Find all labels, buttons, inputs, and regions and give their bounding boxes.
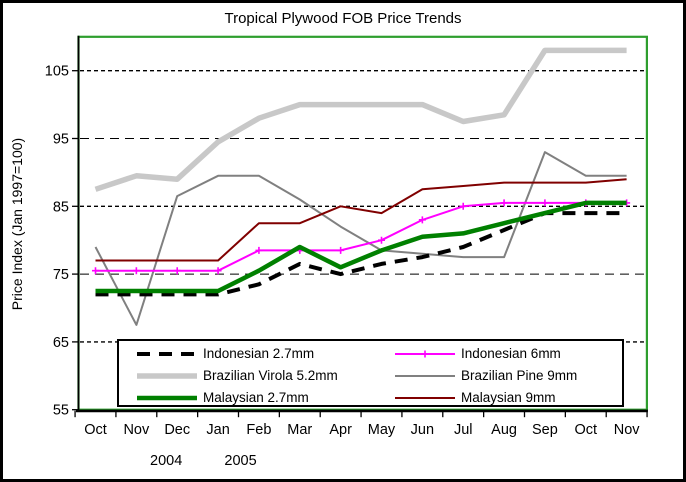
series-marker-indonesian-6mm-6 xyxy=(337,246,345,254)
legend-label-malaysian-2-7mm: Malaysian 2.7mm xyxy=(203,390,309,405)
series-marker-indonesian-6mm-8 xyxy=(418,216,426,224)
x-label-10-aug: Aug xyxy=(491,422,517,438)
legend-box: Indonesian 2.7mm Indonesian 6mm Brazilian … xyxy=(117,339,624,407)
series-marker-indonesian-6mm-2 xyxy=(173,267,181,275)
year-label-2005: 2005 xyxy=(224,453,256,469)
x-label-0-oct: Oct xyxy=(84,422,107,438)
y-tick-label-95: 95 xyxy=(53,132,69,148)
series-marker-indonesian-6mm-10 xyxy=(500,199,508,207)
legend-label-malaysian-9mm: Malaysian 9mm xyxy=(461,390,556,405)
y-tick-label-85: 85 xyxy=(53,199,69,215)
x-label-1-nov: Nov xyxy=(123,422,150,438)
x-label-7-may: May xyxy=(368,422,396,438)
legend-sample-brazilian-pine-9mm xyxy=(395,375,455,377)
legend-label-brazilian-virola-5-2mm: Brazilian Virola 5.2mm xyxy=(203,368,338,383)
series-marker-indonesian-6mm-11 xyxy=(541,199,549,207)
legend-sample-malaysian-9mm xyxy=(395,397,455,399)
legend-sample-indonesian-2-7mm xyxy=(137,352,197,356)
y-tick-label-75: 75 xyxy=(53,267,69,283)
series-line-brazilian-pine-9mm xyxy=(94,151,627,326)
series-marker-indonesian-6mm-9 xyxy=(459,202,467,210)
y-axis-title: Price Index (Jan 1997=100) xyxy=(9,137,25,311)
series-line-malaysian-9mm xyxy=(95,178,627,262)
legend-label-indonesian-6mm: Indonesian 6mm xyxy=(461,346,561,361)
x-label-5-mar: Mar xyxy=(287,422,312,438)
legend-sample-brazilian-virola-5-2mm xyxy=(137,373,197,379)
series-marker-indonesian-6mm-4 xyxy=(255,246,263,254)
series-marker-indonesian-6mm-1 xyxy=(132,267,140,275)
x-label-3-jan: Jan xyxy=(206,422,229,438)
x-label-4-feb: Feb xyxy=(246,422,271,438)
series-line-malaysian-2-7mm xyxy=(95,200,627,294)
series-marker-indonesian-6mm-3 xyxy=(214,267,222,275)
y-tick-label-65: 65 xyxy=(53,335,69,351)
series-line-indonesian-2-7mm xyxy=(95,211,627,297)
chart-title: Tropical Plywood FOB Price Trends xyxy=(224,10,462,27)
legend-label-brazilian-pine-9mm: Brazilian Pine 9mm xyxy=(461,368,578,383)
x-label-8-jun: Jun xyxy=(411,422,434,438)
y-tick-label-55: 55 xyxy=(53,403,69,419)
series-marker-indonesian-6mm-0 xyxy=(92,267,99,275)
year-label-2004: 2004 xyxy=(150,453,182,469)
y-tick-label-105: 105 xyxy=(45,64,69,80)
series-marker-indonesian-6mm-7 xyxy=(377,236,385,244)
x-label-12-oct: Oct xyxy=(575,422,598,438)
x-label-11-sep: Sep xyxy=(532,422,558,438)
x-label-9-jul: Jul xyxy=(454,422,473,438)
legend-sample-indonesian-6mm xyxy=(395,350,455,358)
x-label-2-dec: Dec xyxy=(164,422,190,438)
legend-sample-malaysian-2-7mm xyxy=(137,395,197,401)
series-line-brazilian-virola-5-2mm xyxy=(94,47,627,192)
plot-canvas: 55 65 75 85 95 105 Oct Nov Dec Jan Feb Mar Apr May Jun… xyxy=(45,35,649,469)
x-label-6-apr: Apr xyxy=(329,422,352,438)
series-line-indonesian-6mm xyxy=(95,201,627,272)
x-label-13-nov: Nov xyxy=(614,422,641,438)
legend-label-indonesian-2-7mm: Indonesian 2.7mm xyxy=(203,346,315,361)
